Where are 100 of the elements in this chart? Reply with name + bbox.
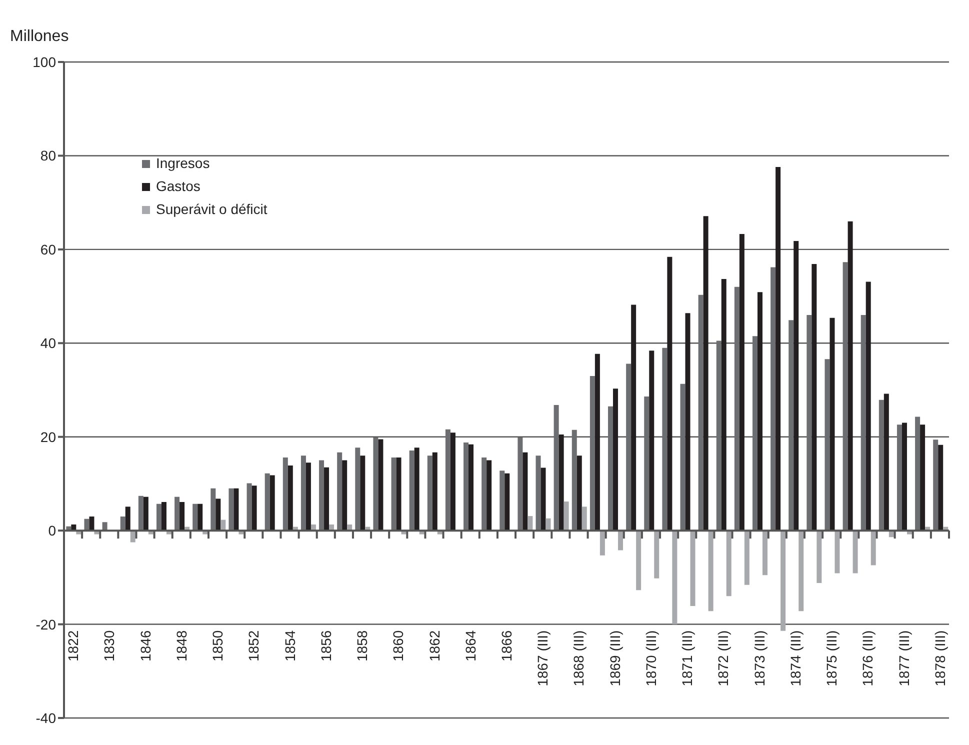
bar xyxy=(414,448,420,531)
bar xyxy=(896,424,902,531)
y-tick-label: 100 xyxy=(32,54,56,70)
bar xyxy=(432,452,438,531)
x-tick-label: 1867 (III) xyxy=(534,630,551,686)
bar xyxy=(564,502,569,531)
bar xyxy=(703,216,708,531)
bar xyxy=(518,437,523,531)
x-tick-label: 1860 xyxy=(390,630,406,662)
bar xyxy=(572,430,577,531)
x-tick-label: 1872 (III) xyxy=(715,630,732,686)
legend-label: Superávit o déficit xyxy=(156,200,268,219)
bar xyxy=(776,166,781,531)
legend-label: Ingresos xyxy=(156,154,210,173)
y-tick-label: -20 xyxy=(36,616,56,632)
bar xyxy=(540,468,546,531)
bar xyxy=(342,460,348,531)
x-tick-label: 1874 (III) xyxy=(787,630,804,686)
bar xyxy=(685,313,690,531)
y-tick-label: 20 xyxy=(40,428,56,445)
bar xyxy=(824,359,830,531)
x-tick-label: 1848 xyxy=(173,630,190,662)
bar xyxy=(752,336,758,531)
y-axis-title: Millones xyxy=(10,28,69,46)
bar xyxy=(464,442,469,531)
x-tick-label: 1873 (III) xyxy=(751,630,768,686)
bar xyxy=(848,221,853,531)
bar xyxy=(234,488,239,531)
bar xyxy=(582,506,587,531)
bar xyxy=(618,530,624,550)
x-tick-label: 1862 xyxy=(426,630,442,662)
bar xyxy=(554,404,559,531)
bar xyxy=(252,486,257,531)
x-tick-label: 1854 xyxy=(282,630,298,662)
x-tick-label: 1876 (III) xyxy=(860,630,876,686)
bar xyxy=(806,315,812,531)
x-tick-label: 1868 (III) xyxy=(570,630,587,686)
bar xyxy=(690,530,696,606)
bar xyxy=(636,530,642,590)
bar xyxy=(798,530,804,612)
bar xyxy=(576,456,582,531)
bar xyxy=(770,267,776,531)
bar xyxy=(288,465,293,531)
x-tick-label: 1822 xyxy=(65,630,82,662)
bar xyxy=(834,530,840,574)
bar xyxy=(558,434,564,531)
bar xyxy=(396,457,402,531)
bar xyxy=(89,516,94,531)
bar xyxy=(360,456,366,531)
bar xyxy=(590,376,595,531)
bar xyxy=(500,470,505,531)
bar xyxy=(878,400,884,531)
bar xyxy=(662,348,668,531)
bar xyxy=(373,437,378,531)
bar xyxy=(319,460,324,531)
bar xyxy=(355,448,360,531)
y-tick-label: 80 xyxy=(40,148,56,164)
bar xyxy=(546,518,551,531)
y-tick-label: 40 xyxy=(40,335,56,352)
bar xyxy=(84,518,90,531)
bar xyxy=(125,506,130,531)
bar xyxy=(680,384,686,531)
bar xyxy=(721,278,726,531)
bar xyxy=(708,530,714,612)
bar xyxy=(528,516,533,531)
bar xyxy=(884,394,889,531)
bar xyxy=(120,516,126,531)
bar xyxy=(445,429,450,531)
bar xyxy=(644,396,650,531)
bar xyxy=(486,460,492,531)
bar xyxy=(536,456,541,531)
bar xyxy=(522,452,528,531)
bar xyxy=(654,530,660,578)
bar xyxy=(672,530,678,624)
bar xyxy=(378,439,384,531)
bar xyxy=(482,457,487,531)
bar xyxy=(812,264,817,531)
bar xyxy=(594,354,600,531)
bar xyxy=(870,530,876,566)
bar xyxy=(450,432,456,531)
y-tick-label: -40 xyxy=(36,710,56,726)
bar xyxy=(300,456,306,531)
x-tick-label: 1866 xyxy=(498,630,514,662)
bar xyxy=(192,504,198,531)
bar xyxy=(264,473,270,531)
bar xyxy=(788,320,794,531)
bar xyxy=(852,530,858,574)
bar xyxy=(324,467,330,531)
bar xyxy=(504,473,510,531)
bar xyxy=(667,256,672,531)
bar xyxy=(716,340,722,531)
bar xyxy=(468,444,474,531)
bar xyxy=(649,350,654,531)
bar xyxy=(138,496,144,531)
bar xyxy=(739,234,744,531)
y-tick-label: 60 xyxy=(40,241,56,258)
bar xyxy=(391,457,396,531)
bar xyxy=(216,498,221,531)
bar xyxy=(613,388,618,531)
bar xyxy=(631,304,636,531)
